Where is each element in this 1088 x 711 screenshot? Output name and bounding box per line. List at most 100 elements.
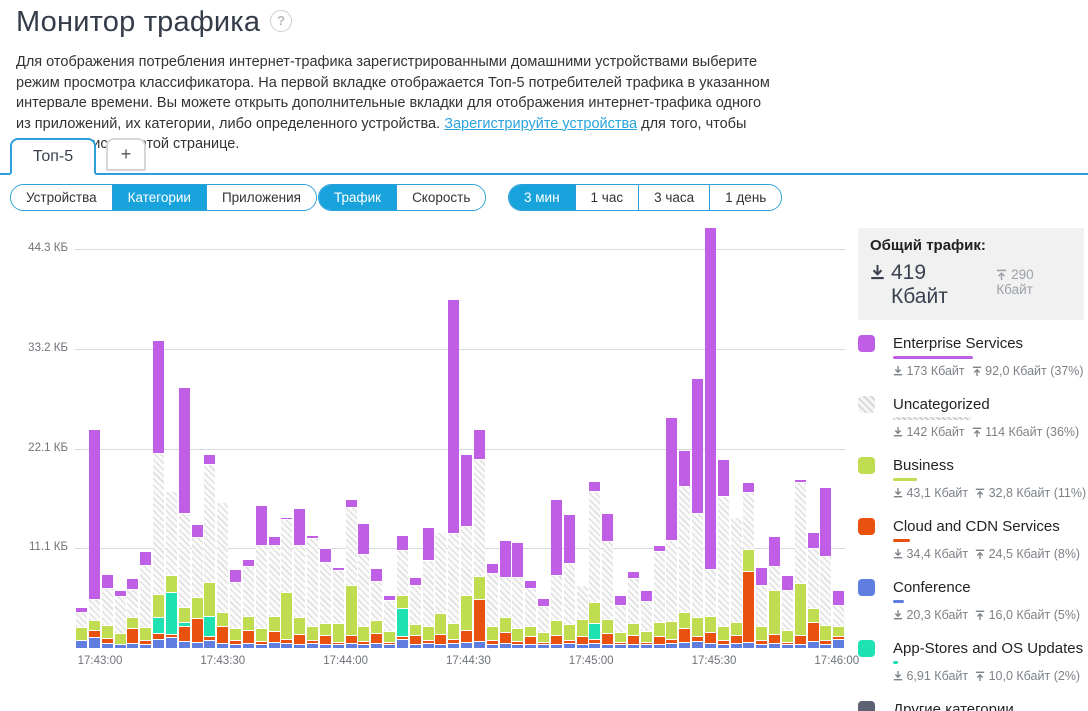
bar-segment [730, 634, 742, 643]
time-range-button-2[interactable]: 1 час [574, 185, 639, 210]
bar-segment [332, 622, 344, 642]
bar-segment [576, 636, 588, 644]
bar-segment [627, 635, 639, 644]
tab-top5[interactable]: Топ-5 [10, 138, 96, 175]
bar-segment [281, 642, 293, 648]
category-share-bar [893, 539, 911, 542]
legend-item[interactable]: Uncategorized 142 Кбайт 114 Кбайт (36%) [858, 395, 1084, 439]
bar-segment [448, 639, 460, 643]
bar-segment [448, 622, 460, 640]
bar-segment [88, 630, 100, 638]
category-stats: 20,3 Кбайт 16,0 Кбайт (5%) [893, 608, 1084, 622]
legend-item[interactable]: Cloud and CDN Services 34,4 Кбайт 24,5 К… [858, 517, 1084, 561]
bar-segment [704, 631, 716, 643]
register-devices-link[interactable]: Зарегистрируйте устройства [444, 115, 638, 132]
bar-segment [807, 531, 819, 549]
bar-segment [666, 642, 678, 648]
bar-segment [666, 639, 678, 643]
bar-segment [769, 642, 780, 648]
category-download: 142 Кбайт [906, 425, 965, 439]
stacked-bar [550, 498, 562, 648]
bar-segment [384, 644, 395, 648]
bar-segment [563, 623, 575, 640]
bar-segment [140, 565, 152, 628]
bar-segment [794, 643, 806, 648]
bar-segment [153, 594, 164, 618]
legend-item[interactable]: Другие категории 0 байт 0 байт (0%) [858, 700, 1084, 711]
bar-segment [230, 628, 241, 640]
legend-item[interactable]: Enterprise Services 173 Кбайт 92,0 Кбайт… [858, 334, 1084, 378]
bar-segment [525, 587, 537, 626]
bar-segment [101, 624, 113, 639]
bar-segment [640, 630, 652, 642]
category-stats: 173 Кбайт 92,0 Кбайт (37%) [893, 364, 1084, 378]
bar-segment [833, 590, 845, 605]
bar-segment [692, 636, 703, 641]
view-mode-group: Устройства Категории Приложения [10, 184, 317, 211]
stacked-bar [255, 504, 267, 648]
category-download: 173 Кбайт [906, 364, 965, 378]
bar-segment [589, 490, 601, 603]
bar-segment [422, 527, 434, 560]
bar-segment [88, 598, 100, 621]
view-mode-button-1[interactable]: Устройства [11, 185, 112, 210]
bar-segment [127, 577, 139, 589]
legend-item[interactable]: App-Stores and OS Updates 6,91 Кбайт 10,… [858, 639, 1084, 683]
bar-segment [653, 550, 665, 622]
stacked-bar [717, 459, 729, 648]
upload-icon [972, 364, 982, 378]
bar-segment [178, 640, 190, 648]
bar-segment [717, 639, 729, 644]
bar-segment [435, 531, 447, 613]
y-axis-tick: 11.1 КБ [29, 541, 68, 554]
stacked-bar [319, 548, 331, 648]
bar-segment [820, 643, 832, 648]
stacked-bar [242, 558, 254, 648]
bar-segment [409, 643, 421, 648]
category-percent: (8%) [1053, 547, 1081, 561]
bar-segment [525, 636, 537, 645]
x-axis-tick: 17:43:30 [200, 655, 246, 667]
bar-segment [114, 643, 126, 648]
category-share-bar [893, 478, 917, 481]
bar-segment [563, 639, 575, 643]
bar-segment [204, 639, 216, 648]
stacked-bar [781, 575, 793, 648]
time-range-button-1[interactable]: 3 мин [509, 185, 575, 210]
category-name: Другие категории [893, 701, 1014, 711]
bar-segment [640, 601, 652, 631]
bar-segment [666, 540, 678, 622]
time-range-button-4[interactable]: 1 день [709, 185, 782, 210]
bar-segment [153, 340, 164, 453]
bar-segment [88, 637, 100, 648]
category-download: 20,3 Кбайт [906, 608, 969, 622]
legend-item[interactable]: Conference 20,3 Кбайт 16,0 Кбайт (5%) [858, 578, 1084, 622]
bar-segment [127, 642, 139, 648]
bar-segment [704, 226, 716, 569]
bar-segment [486, 573, 498, 627]
category-percent: (11%) [1053, 486, 1087, 500]
upload-icon [975, 547, 985, 561]
bar-segment [615, 594, 626, 605]
bar-segment [140, 550, 152, 566]
metric-mode-button-2[interactable]: Скорость [396, 185, 486, 210]
view-mode-button-3[interactable]: Приложения [205, 185, 316, 210]
bar-segment [550, 634, 562, 644]
bar-segment [743, 570, 755, 642]
tab-add-new[interactable]: + [106, 138, 146, 171]
view-mode-button-2[interactable]: Категории [111, 185, 206, 210]
stacked-bar [461, 453, 472, 648]
metric-mode-button-1[interactable]: Трафик [319, 185, 397, 210]
bar-segment [371, 642, 383, 648]
bar-segment [230, 568, 241, 583]
legend-item[interactable]: Business 43,1 Кбайт 32,8 Кбайт (11%) [858, 456, 1087, 500]
bar-segment [358, 640, 370, 644]
bar-segment [268, 615, 280, 631]
time-range-button-3[interactable]: 3 часа [638, 185, 710, 210]
help-icon[interactable]: ? [270, 10, 293, 32]
category-share-bar [893, 661, 898, 664]
bar-segment [640, 590, 652, 602]
category-share-bar [893, 600, 904, 603]
bar-segment [550, 620, 562, 635]
bar-segment [704, 568, 716, 616]
